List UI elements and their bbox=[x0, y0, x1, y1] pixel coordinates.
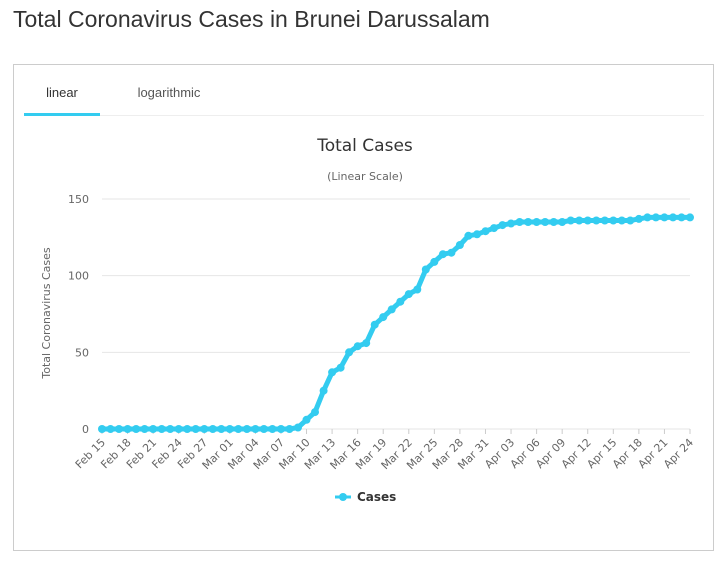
data-point[interactable] bbox=[149, 425, 158, 433]
data-point[interactable] bbox=[370, 320, 379, 329]
series-cases bbox=[98, 213, 694, 433]
data-point[interactable] bbox=[251, 425, 260, 433]
tab-linear[interactable]: linear bbox=[24, 65, 100, 116]
data-point[interactable] bbox=[515, 218, 524, 226]
data-point[interactable] bbox=[208, 425, 217, 433]
data-point[interactable] bbox=[558, 218, 567, 226]
data-point[interactable] bbox=[438, 250, 447, 259]
data-point[interactable] bbox=[566, 216, 575, 225]
data-point[interactable] bbox=[140, 425, 149, 433]
y-axis-title: Total Coronavirus Cases bbox=[40, 247, 53, 380]
data-point[interactable] bbox=[115, 425, 123, 433]
data-point[interactable] bbox=[583, 216, 592, 225]
data-point[interactable] bbox=[362, 339, 371, 348]
data-point[interactable] bbox=[200, 425, 209, 433]
series-line bbox=[102, 214, 690, 432]
data-point[interactable] bbox=[473, 230, 481, 239]
y-tick-label: 50 bbox=[75, 346, 89, 359]
data-point[interactable] bbox=[600, 216, 609, 225]
data-point[interactable] bbox=[669, 213, 677, 222]
grid-lines bbox=[102, 198, 690, 430]
data-point[interactable] bbox=[191, 425, 200, 433]
data-point[interactable] bbox=[507, 219, 515, 228]
data-point[interactable] bbox=[413, 285, 422, 294]
data-point[interactable] bbox=[575, 216, 584, 225]
data-point[interactable] bbox=[311, 408, 319, 417]
data-point[interactable] bbox=[123, 425, 132, 433]
legend-marker bbox=[339, 493, 347, 501]
data-point[interactable] bbox=[481, 227, 490, 236]
y-axis-ticks: 0 50 100 150 bbox=[68, 193, 89, 436]
chart-subtitle: (Linear Scale) bbox=[327, 170, 403, 183]
data-point[interactable] bbox=[268, 425, 277, 433]
data-point[interactable] bbox=[617, 216, 626, 225]
page-title: Total Coronavirus Cases in Brunei Daruss… bbox=[13, 6, 490, 32]
data-point[interactable] bbox=[404, 290, 413, 299]
data-point[interactable] bbox=[353, 342, 362, 351]
data-point[interactable] bbox=[677, 213, 686, 222]
y-tick-label: 0 bbox=[82, 423, 89, 436]
data-point[interactable] bbox=[166, 425, 175, 433]
data-point[interactable] bbox=[234, 425, 243, 433]
data-point[interactable] bbox=[626, 216, 635, 225]
data-point[interactable] bbox=[541, 218, 550, 226]
data-point[interactable] bbox=[379, 313, 388, 322]
y-tick-label: 150 bbox=[68, 193, 89, 206]
cases-chart: Total Cases (Linear Scale) Total Coronav… bbox=[40, 136, 696, 504]
data-point[interactable] bbox=[345, 348, 354, 357]
data-point[interactable] bbox=[498, 221, 507, 230]
data-point[interactable] bbox=[609, 216, 618, 225]
data-point[interactable] bbox=[643, 213, 652, 222]
legend[interactable]: Cases bbox=[335, 490, 396, 504]
data-point[interactable] bbox=[396, 297, 405, 306]
data-point[interactable] bbox=[106, 425, 115, 433]
data-point[interactable] bbox=[336, 363, 345, 372]
data-point[interactable] bbox=[421, 265, 430, 274]
data-point[interactable] bbox=[549, 218, 558, 226]
data-point[interactable] bbox=[387, 305, 396, 314]
data-point[interactable] bbox=[217, 425, 226, 433]
data-point[interactable] bbox=[634, 214, 643, 223]
data-point[interactable] bbox=[532, 218, 541, 226]
chart-title: Total Cases bbox=[316, 136, 413, 156]
data-point[interactable] bbox=[686, 213, 694, 222]
data-point[interactable] bbox=[98, 425, 106, 433]
data-point[interactable] bbox=[285, 425, 294, 433]
data-point[interactable] bbox=[464, 231, 473, 240]
data-point[interactable] bbox=[277, 425, 285, 433]
data-point[interactable] bbox=[319, 386, 328, 395]
data-point[interactable] bbox=[132, 425, 141, 433]
legend-label-cases: Cases bbox=[357, 490, 396, 504]
data-point[interactable] bbox=[157, 425, 166, 433]
data-point[interactable] bbox=[447, 248, 456, 257]
chart-panel: linear logarithmic Total Cases (Linear S… bbox=[13, 64, 714, 551]
data-point[interactable] bbox=[302, 415, 311, 424]
data-point[interactable] bbox=[455, 241, 464, 249]
data-point[interactable] bbox=[242, 425, 251, 433]
data-point[interactable] bbox=[225, 425, 234, 433]
tab-logarithmic[interactable]: logarithmic bbox=[137, 85, 201, 100]
data-point[interactable] bbox=[524, 218, 533, 226]
data-point[interactable] bbox=[592, 216, 601, 225]
data-point[interactable] bbox=[430, 257, 439, 266]
data-point[interactable] bbox=[328, 368, 337, 377]
data-point[interactable] bbox=[660, 213, 669, 222]
scale-tabs: linear logarithmic bbox=[24, 65, 704, 116]
data-point[interactable] bbox=[183, 425, 192, 433]
data-point[interactable] bbox=[294, 423, 302, 432]
data-point[interactable] bbox=[490, 224, 498, 233]
data-point[interactable] bbox=[174, 425, 183, 433]
data-point[interactable] bbox=[259, 425, 268, 433]
y-tick-label: 100 bbox=[68, 270, 89, 283]
data-point[interactable] bbox=[651, 213, 660, 222]
